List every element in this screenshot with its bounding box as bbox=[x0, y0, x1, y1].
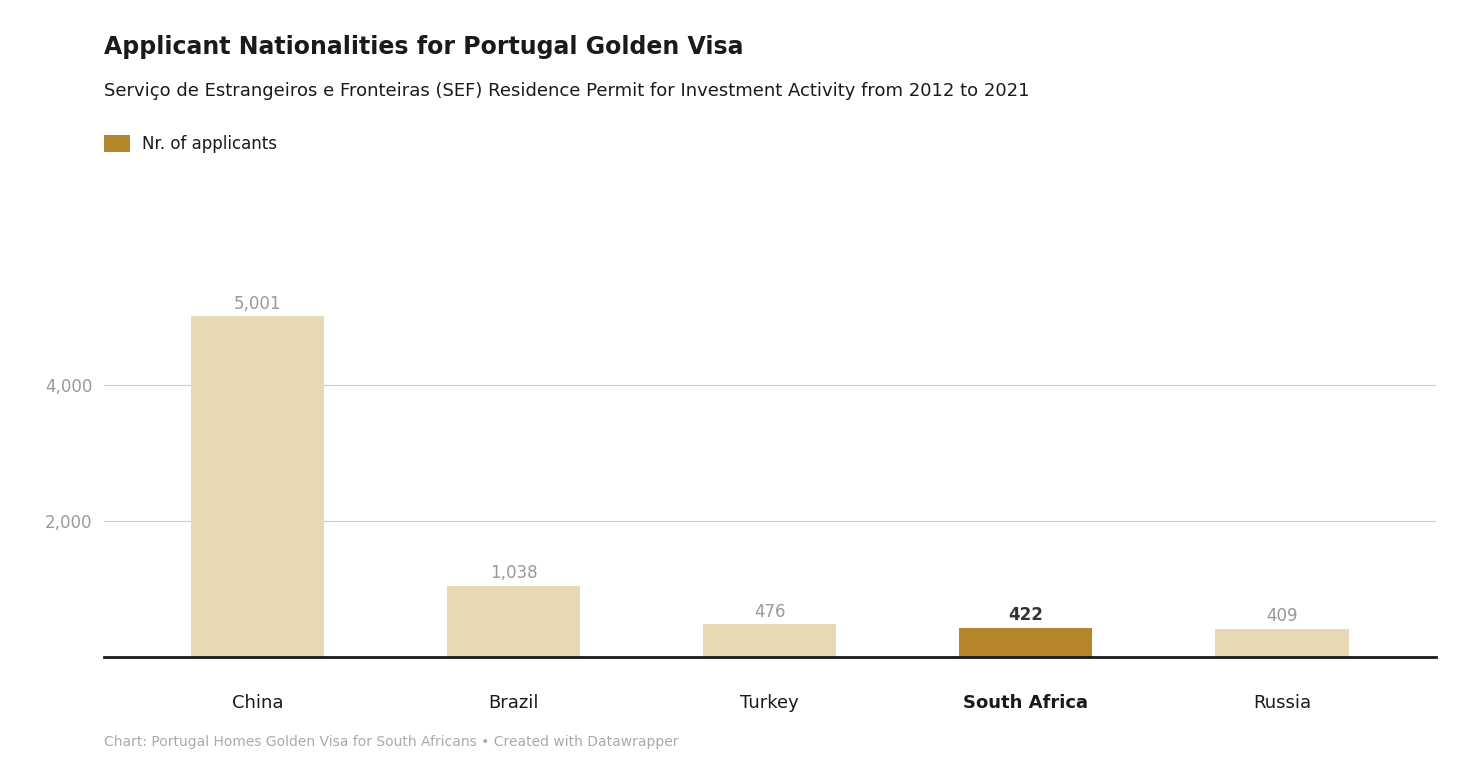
Bar bbox=[959, 628, 1092, 657]
Text: 409: 409 bbox=[1267, 608, 1298, 626]
Text: Nr. of applicants: Nr. of applicants bbox=[142, 135, 277, 153]
Bar bbox=[447, 586, 580, 657]
Bar bbox=[1215, 629, 1348, 657]
Text: Chart: Portugal Homes Golden Visa for South Africans • Created with Datawrapper: Chart: Portugal Homes Golden Visa for So… bbox=[104, 735, 678, 749]
Bar bbox=[703, 625, 836, 657]
Text: China: China bbox=[231, 694, 283, 712]
Text: Serviço de Estrangeiros e Fronteiras (SEF) Residence Permit for Investment Activ: Serviço de Estrangeiros e Fronteiras (SE… bbox=[104, 82, 1029, 100]
Text: Russia: Russia bbox=[1254, 694, 1311, 712]
Text: 5,001: 5,001 bbox=[234, 295, 281, 313]
Text: 1,038: 1,038 bbox=[490, 565, 537, 583]
Text: Applicant Nationalities for Portugal Golden Visa: Applicant Nationalities for Portugal Gol… bbox=[104, 35, 743, 59]
Text: 476: 476 bbox=[753, 603, 786, 621]
Text: Turkey: Turkey bbox=[740, 694, 799, 712]
Bar bbox=[191, 317, 324, 657]
Text: Brazil: Brazil bbox=[488, 694, 539, 712]
Text: 422: 422 bbox=[1008, 606, 1043, 624]
Text: South Africa: South Africa bbox=[963, 694, 1088, 712]
